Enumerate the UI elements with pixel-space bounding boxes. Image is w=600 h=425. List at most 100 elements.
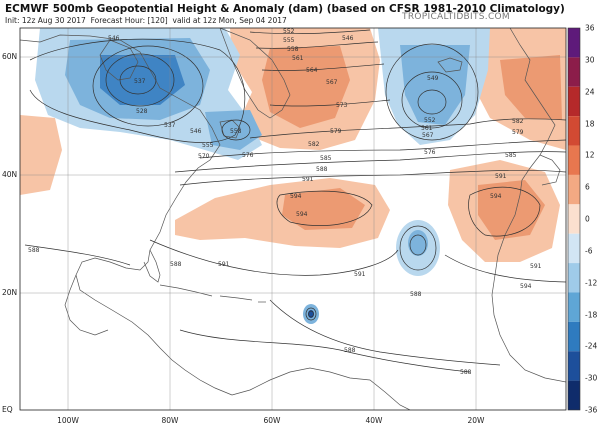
contour-label: 558 (230, 128, 242, 135)
anomaly-neg-tropical-storm-core (308, 310, 314, 318)
contour-558 (255, 41, 379, 49)
init-time: Init: 12z Aug 30 2017 (5, 16, 86, 25)
anomaly-neg-hudson (205, 110, 262, 150)
contour-label: 546 (190, 128, 202, 135)
coastline-iberia (539, 154, 561, 186)
coastline-newfoundland (219, 119, 241, 139)
contour-label: 537 (134, 78, 146, 85)
contour-591-east (444, 254, 566, 283)
contour-label: 594 (490, 193, 502, 200)
contour-label: 579 (330, 128, 342, 135)
contour-588-south (179, 329, 471, 373)
valid-time: valid at 12z Mon, Sep 04 2017 (172, 16, 287, 25)
contour-label: 552 (283, 28, 295, 35)
contour-label: 585 (505, 152, 517, 159)
contour-west-low-546 (105, 53, 175, 107)
colorbar-segment (568, 116, 580, 146)
coastline-greenland (219, 28, 291, 119)
contour-label: 555 (202, 142, 214, 149)
map-subtitle: Init: 12z Aug 30 2017 Forecast Hour: [12… (5, 16, 287, 25)
contour-label: 552 (424, 117, 436, 124)
contour-label: 588 (460, 369, 472, 376)
contour-storm-2 (308, 310, 314, 318)
contour-label: 588 (28, 247, 40, 254)
coastline-florida (143, 249, 161, 283)
lat-label-20n: 20N (2, 288, 18, 297)
contour-subtropical-low-591 (399, 225, 437, 271)
colorbar-tick-label: 0 (585, 214, 590, 224)
colorbar-segment (568, 263, 580, 293)
contour-591-south (149, 239, 399, 276)
colorbar-frame (567, 27, 581, 411)
brand-watermark: TROPICALTIDBITS.COM (402, 12, 510, 22)
colorbar-tick-label: -24 (585, 341, 598, 351)
contour-label: 591 (495, 173, 507, 180)
contour-label: 585 (320, 155, 332, 162)
contour-hudson-low (221, 119, 251, 141)
contour-label: 576 (242, 152, 254, 159)
contour-label: 573 (336, 102, 348, 109)
contour-label: 528 (136, 108, 148, 115)
colorbar-segment (568, 351, 580, 381)
lon-label-40w: 40W (365, 416, 383, 425)
lon-label-60w: 60W (263, 416, 281, 425)
contour-588 (174, 151, 566, 173)
contour-east-low-558 (401, 71, 463, 129)
anomaly-neg-eastlow-mid (400, 45, 470, 125)
colorbar-segment (568, 28, 580, 58)
colorbar-tick-label: -36 (585, 405, 598, 415)
lon-label-80w: 80W (161, 416, 179, 425)
contour-label: 594 (296, 211, 308, 218)
contour-label: 561 (421, 125, 433, 132)
contour-579 (249, 118, 566, 139)
contour-552 (249, 29, 371, 35)
contour-label: 582 (308, 141, 320, 148)
coastlines (20, 28, 566, 410)
map-grid (20, 28, 566, 410)
contour-label: 546 (342, 35, 354, 42)
contour-594-central (276, 190, 373, 226)
contour-label: 594 (290, 193, 302, 200)
colorbar-segment (568, 204, 580, 234)
colorbar-segment (568, 57, 580, 87)
contour-subtropical-low-588 (409, 234, 427, 256)
colorbar-segment (568, 174, 580, 205)
contour-east-low-567 (385, 43, 479, 141)
map-frame (19, 27, 567, 411)
contour-labels: 537 546 528 537 546 555 558 570 576 552 … (28, 28, 542, 376)
contour-label: 567 (422, 132, 434, 139)
contour-label: 594 (520, 283, 532, 290)
contour-label: 588 (170, 261, 182, 268)
coastline-iceland (437, 57, 463, 73)
contour-label: 561 (292, 55, 304, 62)
colorbar-tick-label: -18 (585, 310, 598, 319)
anomaly-neg-westlow-dark (100, 55, 185, 105)
anomaly-pos-east-atlantic-core (478, 180, 545, 240)
colorbar-segment (568, 380, 580, 410)
contour-573 (269, 99, 391, 107)
coastline-europe (509, 28, 556, 196)
colorbar-tick-label: 12 (585, 150, 595, 160)
lon-label-20w: 20W (467, 416, 485, 425)
contour-label: 570 (198, 153, 210, 160)
lat-label-40n: 40N (2, 170, 18, 179)
contour-label: 588 (410, 291, 422, 298)
contour-label: 588 (344, 347, 356, 354)
contour-588-tropics (24, 244, 501, 366)
contour-label: 591 (302, 176, 314, 183)
contour-label: 558 (287, 46, 299, 53)
contour-594-east (468, 186, 541, 237)
coastline-hispaniola (219, 295, 253, 301)
lat-label-eq: EQ (2, 405, 13, 414)
anomaly-pos-central-atlantic-core (282, 188, 365, 230)
contour-storm-1 (305, 307, 317, 321)
contour-label: 582 (512, 118, 524, 125)
contour-label: 588 (316, 166, 328, 173)
colorbar-segment (568, 233, 580, 264)
colorbar-segment (568, 86, 580, 117)
colorbar-segment (568, 292, 580, 322)
colorbar-tick-label: 30 (585, 55, 595, 65)
contour-label: 576 (424, 149, 436, 156)
contour-west-low-555 (92, 45, 204, 127)
